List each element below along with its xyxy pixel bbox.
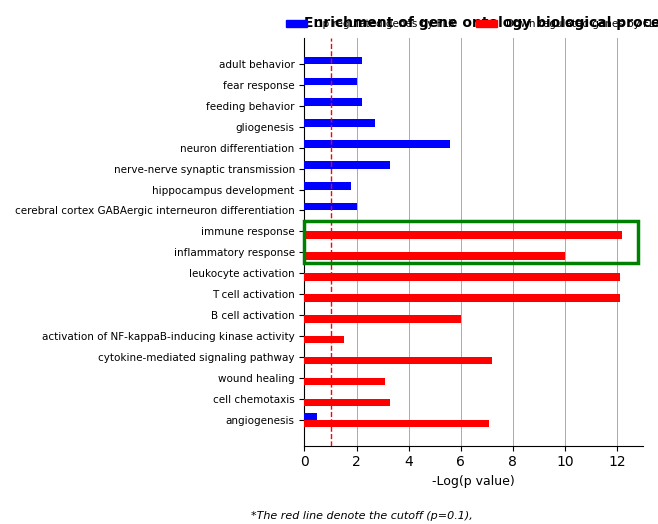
- Bar: [305, 274, 620, 281]
- Bar: [305, 161, 390, 169]
- Bar: [305, 357, 492, 364]
- Bar: [305, 78, 357, 85]
- Bar: [305, 399, 390, 406]
- Bar: [305, 378, 385, 385]
- Text: *The red line denote the cutoff (p=0.1),: *The red line denote the cutoff (p=0.1),: [251, 511, 473, 521]
- Bar: [305, 420, 490, 427]
- Bar: [305, 203, 357, 211]
- Bar: [305, 57, 362, 64]
- Text: Enrichment of gene ontology biological processes: Enrichment of gene ontology biological p…: [305, 16, 658, 30]
- Bar: [305, 315, 461, 323]
- Bar: [305, 119, 375, 127]
- Bar: [305, 99, 362, 106]
- Bar: [305, 336, 343, 343]
- Bar: [305, 140, 450, 148]
- Bar: [305, 232, 622, 239]
- Bar: [305, 253, 565, 260]
- Bar: [305, 412, 318, 420]
- X-axis label: -Log(p value): -Log(p value): [432, 475, 515, 488]
- Bar: [305, 294, 620, 302]
- Bar: [305, 182, 351, 190]
- Legend: Up regulated genes by FLX, Down regulated genes by FLX: Up regulated genes by FLX, Down regulate…: [282, 15, 658, 33]
